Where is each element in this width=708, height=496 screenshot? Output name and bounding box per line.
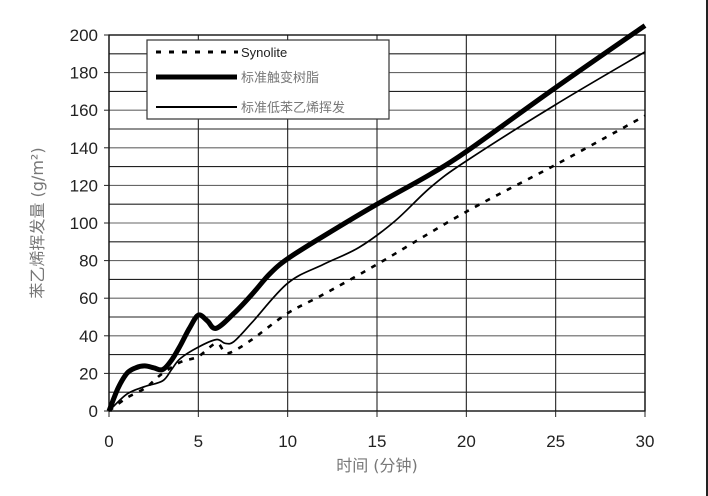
series-low-styrene	[108, 51, 646, 412]
series-thixotropic-resin	[106, 23, 647, 412]
x-tick-label: 15	[368, 432, 387, 451]
y-tick-label: 200	[70, 26, 98, 45]
y-axis-title: 苯乙烯挥发量 (g/m²)	[28, 147, 47, 298]
x-tick-label: 10	[278, 432, 297, 451]
x-tick-label: 30	[636, 432, 655, 451]
y-tick-label: 100	[70, 214, 98, 233]
x-tick-label: 20	[457, 432, 476, 451]
x-axis-ticks: 0 5 10 15 20 25 30	[104, 411, 654, 451]
legend: Synolite 标准触变树脂 标准低苯乙烯挥发	[146, 39, 390, 120]
legend-label-synolite: Synolite	[241, 45, 287, 60]
y-tick-label: 160	[70, 101, 98, 120]
y-tick-label: 180	[70, 64, 98, 83]
x-axis-title: 时间 (分钟)	[336, 456, 418, 475]
x-tick-label: 25	[546, 432, 565, 451]
x-tick-label: 0	[104, 432, 113, 451]
y-tick-label: 20	[79, 364, 98, 383]
x-tick-label: 5	[194, 432, 203, 451]
legend-label-thixotropic-resin: 标准触变树脂	[241, 70, 319, 86]
y-tick-label: 0	[89, 402, 98, 421]
y-tick-label: 140	[70, 139, 98, 158]
y-axis-ticks: 0 20 40 60 80 100 120 140 160 180 200	[70, 26, 109, 421]
y-tick-label: 40	[79, 327, 98, 346]
y-tick-label: 80	[79, 252, 98, 271]
legend-label-low-styrene: 标准低苯乙烯挥发	[241, 100, 345, 116]
data-series	[106, 23, 647, 413]
y-tick-label: 120	[70, 176, 98, 195]
series-synolite	[108, 114, 646, 413]
y-tick-label: 60	[79, 289, 98, 308]
